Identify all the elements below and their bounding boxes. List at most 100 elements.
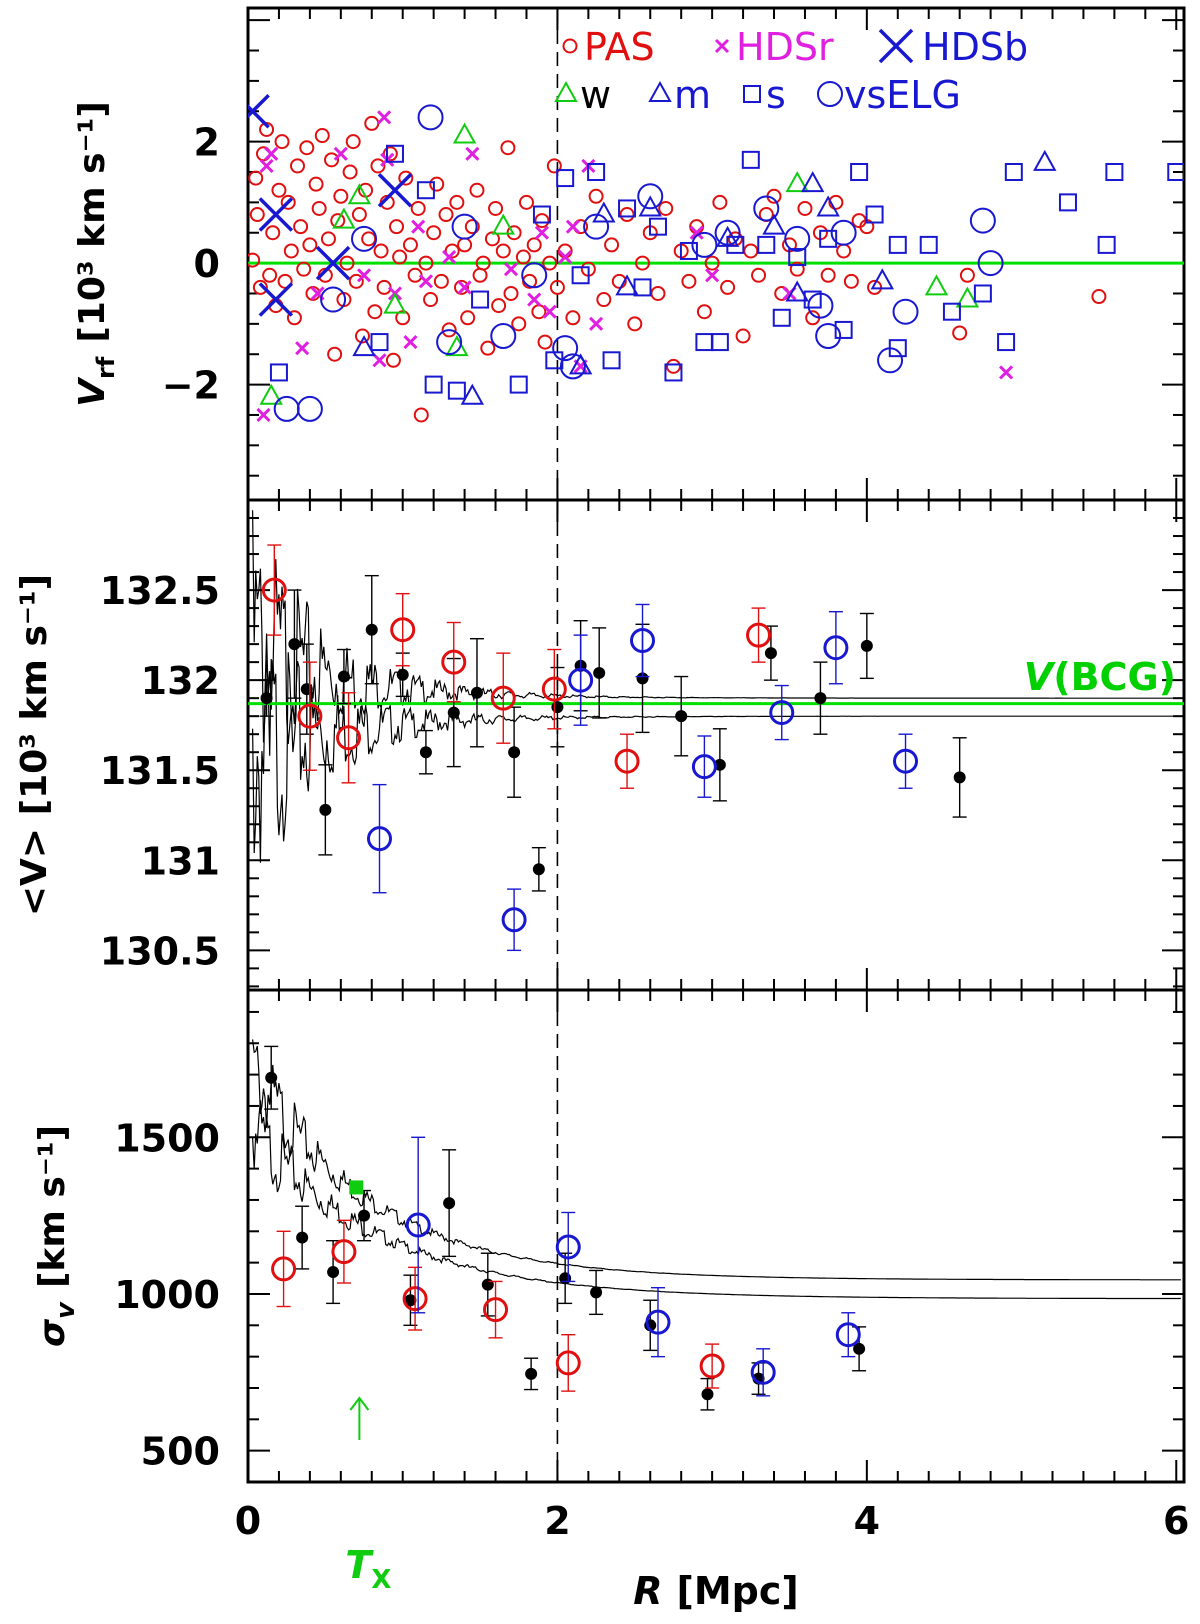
point-s: [618, 199, 637, 218]
point-pas: [364, 115, 380, 131]
point-hdsr: [418, 274, 433, 289]
point-pas: [389, 219, 405, 235]
point-pas: [354, 328, 370, 344]
point-pas: [681, 273, 697, 289]
point-vselg: [521, 262, 548, 289]
point-hdsr: [356, 268, 372, 283]
bot-black-point: [559, 1272, 572, 1285]
point-m: [870, 268, 895, 290]
mid-red-circle: [614, 748, 640, 774]
point-pas: [283, 243, 299, 259]
point-pas: [658, 200, 674, 216]
y-tick-label: 1000: [114, 1273, 220, 1317]
point-s: [1097, 235, 1116, 254]
point-pas: [627, 316, 643, 332]
point-pas: [392, 249, 408, 265]
point-m: [460, 383, 485, 405]
bot-black-point: [265, 1071, 278, 1084]
point-pas: [438, 207, 454, 223]
point-pas: [828, 194, 844, 210]
mid-red-circle: [441, 649, 467, 675]
point-hdsr: [403, 335, 418, 350]
tx-label-text: TX: [345, 1543, 391, 1595]
point-s: [772, 308, 791, 327]
point-hdsr: [589, 316, 604, 331]
bot-ylabel-var: σ: [32, 1318, 73, 1347]
point-pas: [441, 322, 457, 338]
panel-top-ticks: −2 0 2: [162, 8, 1184, 500]
mid-blue-circle: [367, 826, 393, 852]
point-pas: [537, 334, 553, 350]
mid-red-circle: [541, 676, 567, 702]
point-pas: [457, 237, 473, 253]
legend-label: vsELG: [844, 73, 961, 117]
mid-black-point: [713, 758, 726, 771]
point-w: [259, 383, 283, 405]
legend-marker: [817, 81, 843, 107]
mid-blue-circle: [893, 748, 919, 774]
point-pas: [526, 237, 542, 253]
point-pas: [429, 176, 445, 192]
point-w: [347, 183, 372, 205]
point-pas: [274, 134, 290, 150]
point-pas: [797, 200, 813, 216]
y-tick-label: −2: [162, 364, 220, 408]
point-s: [532, 205, 551, 224]
y-tick-label: 0: [194, 242, 220, 286]
bot-red-circle: [331, 1239, 357, 1265]
mid-blue-circle: [501, 907, 527, 933]
point-pas: [398, 170, 414, 186]
mid-black-point: [337, 670, 350, 683]
x-tick-labels: 0 2 4 6: [235, 1499, 1190, 1543]
point-hdsr: [503, 262, 519, 277]
point-m: [816, 195, 840, 217]
mid-blue-circle: [823, 635, 849, 661]
point-hdsb: [248, 94, 270, 129]
legend-marker: [878, 28, 914, 64]
point-pas: [565, 310, 581, 326]
tx-label-var: T: [345, 1543, 374, 1587]
legend-label: HDSb: [922, 25, 1028, 69]
point-w: [491, 213, 515, 235]
panel-middle-ticks: 130.5 131 131.5 132 132.5: [100, 499, 1184, 990]
legend-marker: [562, 38, 578, 54]
legend-label: w: [580, 73, 611, 117]
mid-blue-circle: [691, 754, 717, 780]
point-hdsr: [442, 249, 457, 265]
tx-label-sub: X: [371, 1565, 391, 1595]
point-s: [587, 163, 606, 181]
point-pas: [311, 200, 327, 216]
point-pas: [588, 188, 604, 204]
point-s: [788, 248, 807, 267]
bot-red-circle: [271, 1256, 297, 1282]
point-hdsr: [259, 158, 274, 173]
point-pas: [361, 231, 377, 247]
bot-black-point: [296, 1231, 309, 1244]
mid-black-point: [365, 623, 378, 636]
bot-ylabel-rest: [km s⁻¹]: [32, 1125, 73, 1288]
mid-red-circle: [297, 703, 323, 729]
bot-black-point: [701, 1388, 714, 1401]
mid-black-point: [636, 672, 649, 685]
x-axis-label-unit: [Mpc]: [676, 1569, 798, 1613]
mid-black-point: [319, 803, 332, 816]
point-pas: [789, 261, 805, 277]
point-s: [471, 290, 490, 309]
point-m: [352, 335, 376, 357]
point-pas: [271, 182, 287, 198]
point-m: [1033, 149, 1057, 171]
point-hdsb: [258, 282, 294, 317]
point-s: [865, 205, 884, 224]
point-pas: [296, 261, 312, 277]
point-w: [924, 274, 949, 296]
mid-red-circle: [261, 577, 287, 603]
point-s: [648, 217, 667, 236]
point-s: [447, 381, 466, 400]
point-pas: [249, 207, 265, 223]
bcg-label-var: V: [1024, 655, 1056, 699]
bot-black-point: [525, 1367, 538, 1380]
point-s: [942, 302, 961, 321]
point-m: [762, 213, 786, 235]
point-pas: [286, 310, 302, 326]
